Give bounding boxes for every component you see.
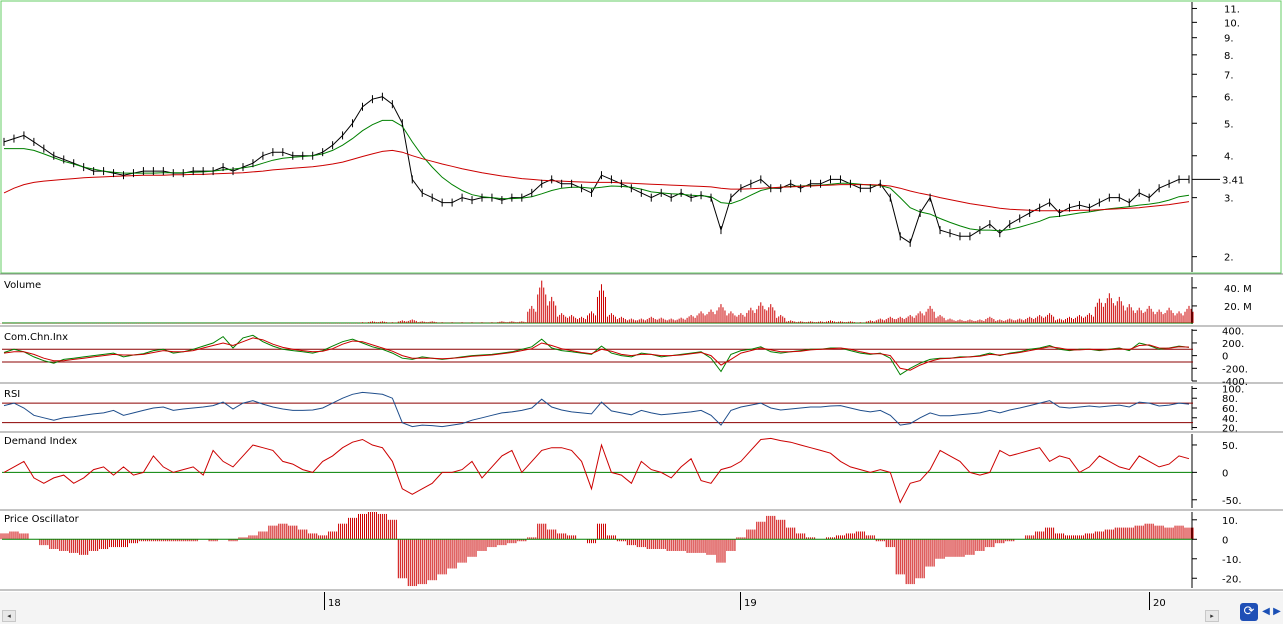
navigation-buttons: ⟳ ◀ ▶ xyxy=(1240,603,1282,621)
price-tick-label: 8. xyxy=(1224,51,1234,62)
year-tick-18 xyxy=(324,592,325,610)
last-value-label: 3.41 xyxy=(1222,175,1244,186)
price-oscillator-panel-title: Price Oscillator xyxy=(4,514,79,525)
demand-index-series xyxy=(3,437,1190,504)
volume-panel-title: Volume xyxy=(4,280,42,291)
price-tick-label: 11. xyxy=(1224,4,1240,15)
cci-tick-label: 0 xyxy=(1222,352,1228,363)
price-series-ma_long xyxy=(3,149,1190,212)
volume-tick-label: 20. M xyxy=(1224,302,1252,313)
year-tick-20 xyxy=(1149,592,1150,610)
scroll-right-button[interactable]: ▸ xyxy=(1205,610,1219,622)
oscillator-tick-label: 10. xyxy=(1222,516,1238,527)
cci-series-signal xyxy=(3,337,1190,371)
volume-tick-label: 40. M xyxy=(1224,284,1252,295)
demand-tick-label: 0 xyxy=(1222,468,1228,479)
price-series-ma_short xyxy=(4,119,1190,232)
price-tick-label: 5. xyxy=(1224,119,1234,130)
rsi-tick-label: 80. xyxy=(1222,394,1238,405)
rsi-tick-label: 40. xyxy=(1222,414,1238,425)
oscillator-tick-label: 0 xyxy=(1222,535,1228,546)
cci-tick-label: 200. xyxy=(1222,339,1244,350)
cci-series-cci xyxy=(3,334,1190,376)
time-axis-bar xyxy=(0,592,1283,624)
price-tick-label: 10. xyxy=(1224,18,1240,29)
prev-icon[interactable]: ◀ xyxy=(1262,606,1270,617)
price-tick-label: 3. xyxy=(1224,194,1234,205)
refresh-icon[interactable]: ⟳ xyxy=(1240,603,1258,621)
price-tick-label: 6. xyxy=(1224,93,1234,104)
rsi-tick-label: 100. xyxy=(1222,384,1244,395)
demand-tick-label: -50. xyxy=(1222,496,1242,507)
year-label-19: 19 xyxy=(744,598,757,609)
rsi-tick-label: 60. xyxy=(1222,404,1238,415)
oscillator-tick-label: -20. xyxy=(1222,574,1242,585)
rsi-series xyxy=(3,391,1190,428)
year-tick-19 xyxy=(740,592,741,610)
price-tick-label: 7. xyxy=(1224,70,1234,81)
price-tick-label: 2. xyxy=(1224,253,1234,264)
price-panel-frame xyxy=(0,0,1282,274)
demand-tick-label: 50. xyxy=(1222,441,1238,452)
cci-tick-label: 400. xyxy=(1222,326,1244,337)
price-tick-label: 9. xyxy=(1224,34,1234,45)
rsi-panel-title: RSI xyxy=(4,389,21,400)
year-label-20: 20 xyxy=(1153,598,1166,609)
next-icon[interactable]: ▶ xyxy=(1273,606,1281,617)
demand-index-panel-title: Demand Index xyxy=(4,436,78,447)
price-series-price xyxy=(3,96,1189,244)
cci-tick-label: -200. xyxy=(1222,364,1248,375)
chart-canvas[interactable]: 11. 10. 9. 8. 7. 6. 5. 4. 3. 2. 3.41 40. M 20. M 400.… xyxy=(0,0,1283,592)
year-label-18: 18 xyxy=(328,598,341,609)
price-tick-label: 4. xyxy=(1224,152,1234,163)
cci-tick-label: -400. xyxy=(1222,377,1248,388)
rsi-tick-label: 20. xyxy=(1222,424,1238,435)
scroll-left-button[interactable]: ◂ xyxy=(2,610,16,622)
cci-panel-title: Com.Chn.Inx xyxy=(4,332,69,343)
oscillator-tick-label: -10. xyxy=(1222,555,1242,566)
